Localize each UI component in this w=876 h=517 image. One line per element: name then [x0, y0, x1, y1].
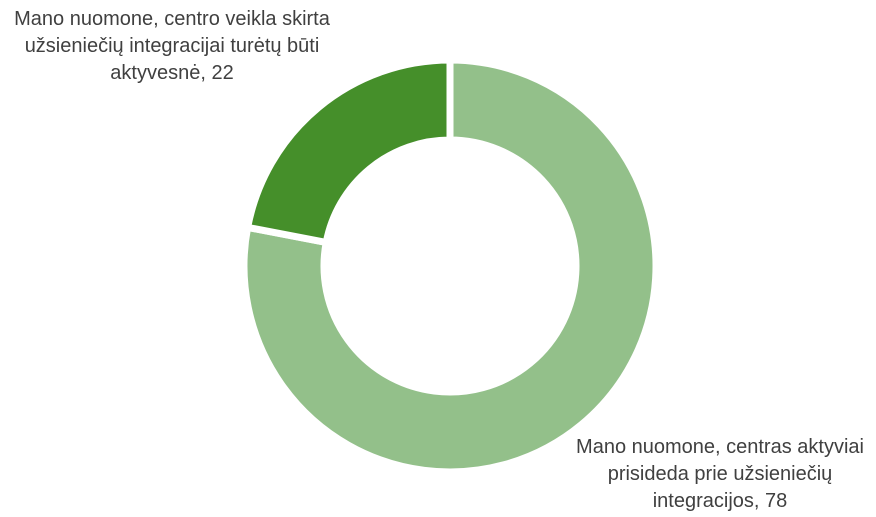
data-label: Mano nuomone, centro veikla skirta užsie…: [14, 8, 330, 84]
donut-segment: [240, 56, 660, 476]
donut-segment: [243, 56, 454, 247]
data-label: Mano nuomone, centras aktyviai prisideda…: [576, 436, 864, 512]
